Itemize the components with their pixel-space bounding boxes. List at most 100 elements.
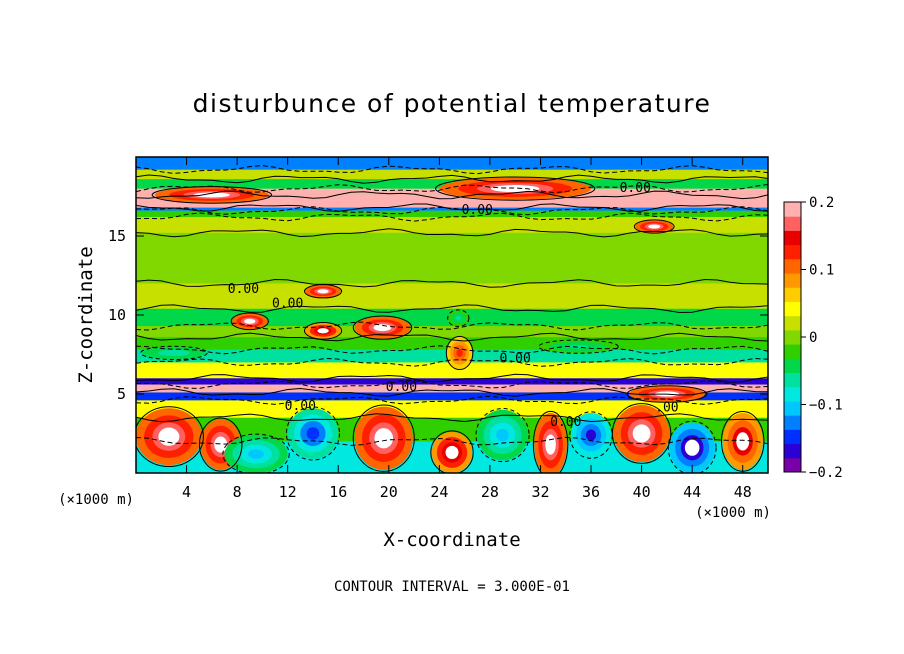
x-axis: 4 8 12 16 20 24 28 32 36 40 44 48	[182, 157, 752, 501]
contour-loop	[538, 339, 619, 354]
colorbar-tick-label: −0.2	[809, 465, 843, 481]
field-band	[136, 392, 768, 401]
contour-line	[136, 174, 768, 184]
colorbar-swatch	[784, 400, 801, 416]
colorbar-swatch	[784, 443, 801, 459]
colorbar-swatch	[784, 457, 801, 473]
colorbar-swatch	[784, 287, 801, 302]
colorbar-swatch	[784, 244, 801, 260]
field-saturated-core	[317, 289, 329, 294]
field-saturated-core	[193, 192, 231, 198]
plot-area	[136, 157, 768, 473]
field-saturated-core	[445, 445, 459, 460]
y-axis: 5 10 15	[108, 227, 768, 403]
x-tick-label: 48	[734, 483, 752, 501]
field-anomaly	[456, 348, 463, 357]
contour-loop	[136, 406, 204, 468]
field-saturated-core	[684, 439, 700, 456]
colorbar-tick-label: 0.1	[809, 263, 834, 279]
field-saturated-core	[214, 436, 228, 453]
contour-line	[136, 387, 768, 397]
field-anomaly	[166, 351, 182, 355]
colorbar-swatch	[784, 258, 801, 274]
x-tick-label: 32	[531, 483, 549, 501]
contour-line	[136, 357, 768, 367]
colorbar-tick-label: 0.2	[809, 195, 834, 211]
field-band	[136, 283, 768, 309]
contour-line	[136, 345, 768, 355]
x-tick-label: 28	[481, 483, 499, 501]
y-axis-label: Z-coordinate	[75, 246, 97, 383]
contour-label: .00	[655, 401, 678, 416]
field-anomaly	[306, 427, 320, 440]
contour-line	[136, 206, 768, 216]
field-saturated-core	[545, 434, 556, 455]
contour-line	[136, 413, 768, 423]
colorbar-swatch	[784, 202, 801, 217]
colorbar-tick-label: 0	[809, 330, 817, 346]
contour-line	[136, 436, 768, 446]
contour-loop	[447, 309, 470, 327]
colorbar-swatch	[784, 372, 801, 388]
contour-label: 0.00	[386, 380, 417, 395]
contour-loop	[435, 176, 596, 201]
colorbar-swatch	[784, 230, 801, 246]
x-tick-label: 8	[233, 483, 242, 501]
contour-line	[136, 373, 768, 383]
contour-loop	[667, 420, 717, 473]
contour-loop	[445, 335, 474, 371]
field-anomaly	[248, 449, 264, 459]
field-band	[136, 169, 768, 180]
chart-title: disturbunce of potential temperature	[193, 89, 712, 118]
field-band	[136, 326, 768, 338]
contour-line	[136, 212, 768, 222]
field-saturated-core	[244, 318, 256, 324]
contour-loop	[532, 410, 569, 473]
contour-loop	[303, 322, 343, 340]
colorbar-swatch	[784, 273, 801, 288]
contour-line	[136, 165, 768, 175]
contour-loop	[198, 417, 243, 472]
contour-loop	[633, 219, 675, 234]
contour-label: 0.00	[620, 181, 651, 196]
x-axis-label: X-coordinate	[383, 529, 520, 551]
field-saturated-core	[648, 224, 661, 229]
contour-loop	[352, 404, 415, 472]
contour-loop	[303, 284, 343, 299]
x-tick-label: 36	[582, 483, 600, 501]
colorbar-swatch	[784, 216, 801, 231]
field-band	[136, 157, 768, 170]
contour-interval-note: CONTOUR INTERVAL = 3.000E-01	[334, 579, 570, 595]
contour-label: 0.00	[285, 399, 316, 414]
colorbar-swatch	[784, 315, 801, 331]
colorbar-swatch	[784, 358, 801, 374]
contour-label: 0.00	[550, 415, 581, 430]
contour-loop	[285, 406, 341, 461]
contour-lines	[136, 165, 768, 473]
contour-loop	[611, 403, 672, 464]
field-band	[136, 232, 768, 284]
contour-loop	[475, 408, 530, 463]
x-tick-label: 24	[430, 483, 448, 501]
field-saturated-core	[736, 432, 750, 451]
contour-label: 0.00	[272, 296, 303, 311]
colorbar-swatch	[784, 329, 801, 345]
contour-line	[136, 380, 768, 389]
contour-loop	[151, 186, 273, 204]
field-saturated-core	[632, 424, 651, 443]
field-saturated-core	[374, 428, 394, 449]
colorbar-tick-label: −0.1	[809, 398, 843, 414]
x-tick-label: 4	[182, 483, 191, 501]
contour-line	[136, 203, 768, 212]
field-saturated-core	[490, 185, 540, 193]
field-anomaly	[496, 428, 509, 442]
contour-label: 0.00	[500, 352, 531, 367]
colorbar-swatch	[784, 344, 801, 359]
field-band	[136, 384, 768, 393]
field-saturated-core	[317, 328, 329, 334]
field-anomaly	[455, 316, 461, 321]
contour-line	[136, 278, 768, 288]
y-tick-label: 10	[108, 306, 126, 324]
contour-loop	[352, 315, 413, 340]
field-band	[136, 194, 768, 208]
